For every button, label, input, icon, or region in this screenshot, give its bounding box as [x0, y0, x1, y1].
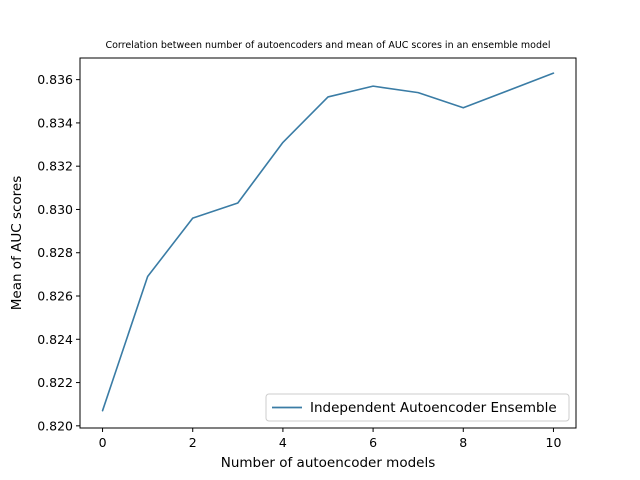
y-tick-label: 0.824: [37, 332, 73, 347]
x-axis-label: Number of autoencoder models: [221, 455, 436, 471]
y-axis: 0.820 0.822 0.824 0.826 0.828 0.830 0.832 0.834…: [37, 72, 80, 433]
x-tick-label: 6: [369, 435, 377, 450]
x-tick-label: 0: [99, 435, 107, 450]
x-tick-label: 2: [189, 435, 197, 450]
legend: Independent Autoencoder Ensemble: [265, 393, 570, 422]
x-tick-label: 4: [279, 435, 287, 450]
y-tick-label: 0.826: [37, 289, 73, 304]
legend-box: [265, 393, 570, 422]
legend-label: Independent Autoencoder Ensemble: [310, 400, 557, 416]
y-axis-label: Mean of AUC scores: [9, 176, 25, 311]
plot-area: [80, 58, 576, 428]
y-tick-label: 0.834: [37, 115, 73, 130]
y-tick-label: 0.836: [37, 72, 73, 87]
x-tick-label: 10: [546, 435, 562, 450]
x-axis: 0 2 4 6 8 10: [99, 428, 562, 450]
y-tick-label: 0.822: [37, 375, 73, 390]
y-tick-label: 0.830: [37, 202, 73, 217]
chart-title: Correlation between number of autoencode…: [105, 40, 550, 51]
y-tick-label: 0.820: [37, 418, 73, 433]
x-tick-label: 8: [459, 435, 467, 450]
y-tick-label: 0.832: [37, 159, 73, 174]
series-line-independent-autoencoder-ensemble: [101, 72, 555, 412]
y-tick-label: 0.828: [37, 245, 73, 260]
plot-frame: [79, 57, 577, 429]
